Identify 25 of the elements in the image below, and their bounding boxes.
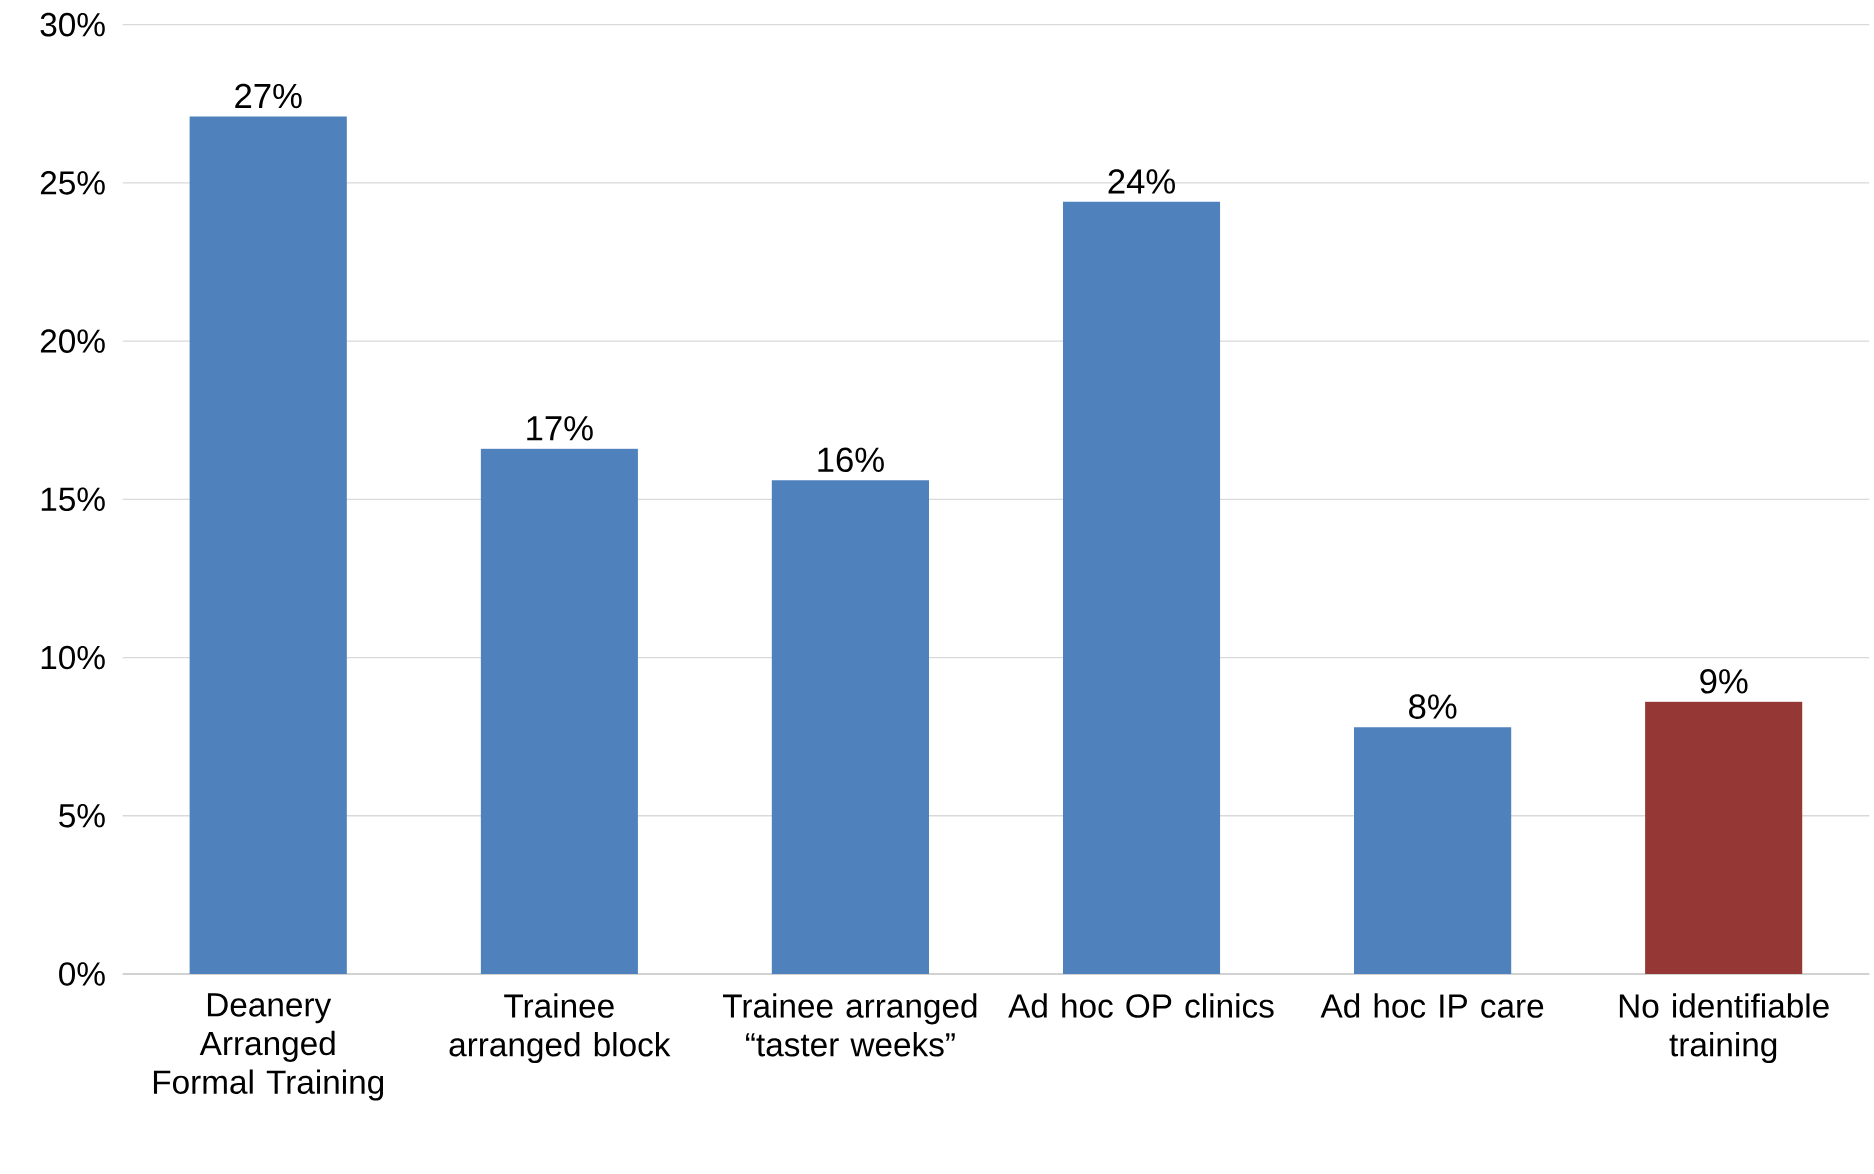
x-tick-label: Trainee arranged “taster weeks” <box>723 993 977 1057</box>
x-tick-label: Ad hoc IP care <box>1320 993 1544 1018</box>
data-label: 27% <box>235 83 302 109</box>
data-label: 17% <box>527 416 593 441</box>
y-tick-label: 0% <box>59 962 105 986</box>
x-tick-label: No identifiable training <box>1619 993 1829 1064</box>
x-tick-label: Trainee arranged block <box>449 993 671 1064</box>
x-tick-label: Deanery Arranged Formal Training <box>153 993 384 1101</box>
bar <box>480 448 638 974</box>
bar <box>1645 701 1803 974</box>
data-label: 16% <box>818 447 884 473</box>
x-tick-label: Ad hoc OP clinics <box>1008 993 1274 1018</box>
y-tick-label: 15% <box>41 487 105 512</box>
data-label: 24% <box>1108 169 1175 194</box>
y-tick-label: 5% <box>59 804 105 828</box>
bar <box>771 480 930 974</box>
data-label: 8% <box>1409 694 1457 719</box>
y-tick-label: 25% <box>40 171 105 195</box>
y-tick-label: 20% <box>40 329 105 353</box>
bar <box>189 116 347 974</box>
y-tick-label: 30% <box>40 12 105 37</box>
bar <box>1062 201 1221 974</box>
y-tick-label: 10% <box>41 645 105 670</box>
data-label: 9% <box>1700 669 1748 694</box>
bar <box>1354 727 1512 974</box>
